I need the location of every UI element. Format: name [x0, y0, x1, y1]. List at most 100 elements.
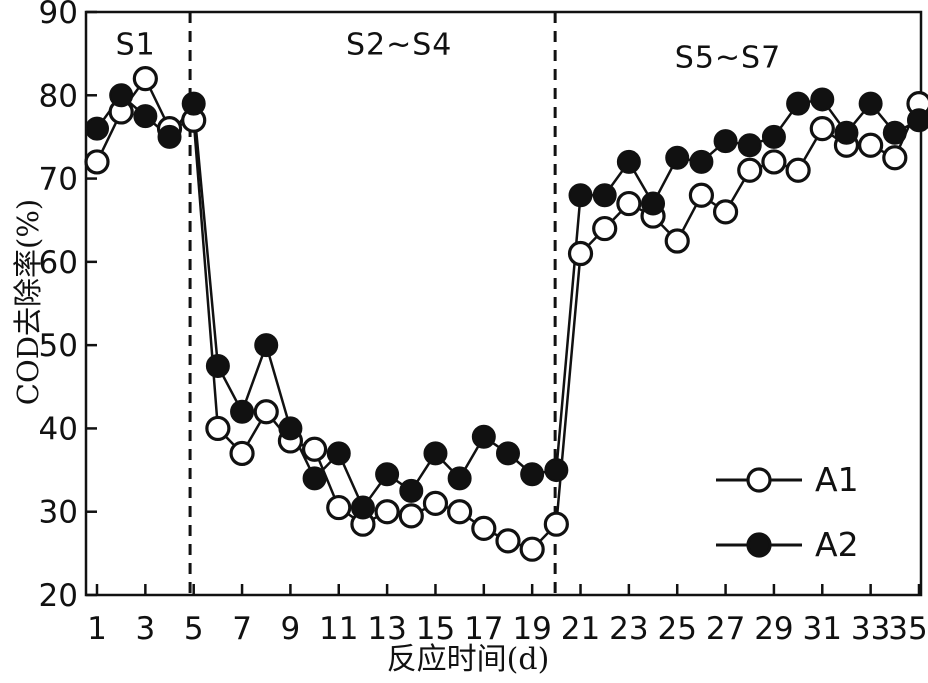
data-point-a1 [616, 190, 642, 217]
data-point-a2 [181, 91, 206, 116]
data-point-a1 [471, 515, 497, 541]
phase-label-s1: S1 [115, 27, 156, 63]
y-tick-label: 20 [39, 578, 78, 614]
x-tick-label: 15 [416, 611, 455, 647]
x-axis-title: 反应时间(d) [386, 642, 550, 677]
data-point-a1 [809, 116, 835, 142]
data-point-a2 [882, 120, 907, 145]
data-point-a2 [544, 458, 569, 483]
data-point-a1 [882, 145, 908, 171]
x-tick-label: 3 [135, 611, 155, 647]
y-tick-label: 40 [39, 411, 78, 447]
x-tick-label: 23 [609, 611, 648, 647]
x-tick-label: 5 [184, 611, 204, 647]
data-point-a2 [205, 353, 230, 378]
y-tick-label: 80 [39, 78, 78, 114]
x-tick-label: 21 [561, 611, 600, 647]
data-point-a2 [85, 116, 109, 141]
data-point-a1 [326, 494, 352, 521]
data-point-a1 [495, 528, 521, 554]
data-point-a2 [568, 183, 593, 208]
y-tick-label: 30 [39, 495, 78, 531]
phase-label-s5-s7: S5~S7 [674, 40, 782, 76]
data-point-a1 [205, 415, 231, 442]
phase-label-s2-s4: S2~S4 [345, 27, 453, 63]
y-tick-label: 50 [39, 328, 78, 364]
y-tick-label: 70 [39, 162, 78, 198]
data-point-a2 [520, 462, 545, 487]
x-tick-label: 11 [319, 611, 358, 647]
data-point-a2 [350, 495, 375, 520]
data-point-a2 [230, 399, 255, 424]
data-point-a1 [398, 503, 424, 529]
data-point-a2 [737, 133, 762, 158]
data-point-a1 [229, 440, 255, 467]
data-point-a2 [109, 83, 134, 108]
data-point-a1 [519, 536, 545, 562]
data-point-a2 [616, 149, 641, 174]
x-tick-label: 17 [464, 611, 503, 647]
data-point-a2 [592, 183, 617, 208]
data-point-a1 [422, 490, 449, 516]
data-point-a2 [254, 333, 279, 358]
data-point-a2 [786, 91, 811, 116]
data-point-a2 [423, 441, 448, 466]
data-point-a1 [543, 511, 569, 537]
x-tick-label: 33 [851, 611, 890, 647]
data-point-a2 [157, 124, 182, 149]
data-point-a1 [84, 149, 110, 175]
data-point-a1 [374, 499, 400, 525]
data-point-a2 [834, 120, 859, 145]
data-point-a2 [326, 441, 351, 466]
open-circle-legend-marker-icon [716, 467, 802, 493]
plot-border [84, 10, 923, 597]
x-tick-label: 1 [87, 611, 107, 647]
data-point-a2 [858, 91, 883, 116]
x-tick-label: 35 [888, 611, 927, 647]
legend-entry-a1: A1 [716, 458, 859, 502]
y-tick-label: 90 [39, 0, 78, 31]
data-point-a1 [761, 149, 787, 175]
data-point-a2 [810, 87, 835, 112]
x-tick-label: 7 [232, 611, 252, 647]
data-point-a1 [301, 436, 328, 462]
legend-label-a2: A2 [815, 525, 859, 564]
data-point-a1 [447, 499, 473, 525]
x-tick-label: 13 [367, 611, 406, 647]
x-tick-label: 27 [706, 611, 745, 647]
data-point-a2 [133, 104, 158, 129]
data-point-a1 [664, 228, 690, 254]
x-tick-label: 31 [803, 611, 842, 647]
x-tick-label: 29 [754, 611, 793, 647]
data-point-a2 [689, 149, 714, 174]
data-point-a1 [567, 240, 594, 267]
data-point-a1 [253, 399, 279, 425]
legend-label-a1: A1 [815, 460, 859, 499]
y-tick-label: 60 [39, 245, 78, 281]
data-point-a1 [688, 182, 715, 208]
filled-circle-legend-marker-icon [716, 532, 802, 558]
x-tick-label: 25 [657, 611, 696, 647]
data-point-a2 [495, 441, 520, 466]
data-point-a2 [399, 478, 424, 503]
legend-entry-a2: A2 [716, 523, 859, 567]
data-point-a2 [713, 129, 738, 154]
data-point-a2 [447, 466, 472, 491]
data-point-a1 [737, 157, 763, 183]
data-point-a1 [712, 199, 739, 225]
data-point-a2 [278, 416, 303, 441]
data-point-a2 [302, 466, 327, 491]
x-tick-label: 19 [512, 611, 551, 647]
data-point-a2 [641, 191, 666, 216]
y-axis-title: COD去除率(%) [11, 198, 45, 406]
data-point-a2 [761, 124, 786, 149]
data-point-a1 [132, 66, 158, 92]
data-point-a1 [785, 157, 811, 183]
data-point-a2 [375, 462, 400, 487]
x-tick-label: 9 [281, 611, 301, 647]
data-point-a2 [471, 424, 496, 449]
data-point-a2 [665, 145, 690, 170]
data-point-a1 [592, 215, 618, 242]
